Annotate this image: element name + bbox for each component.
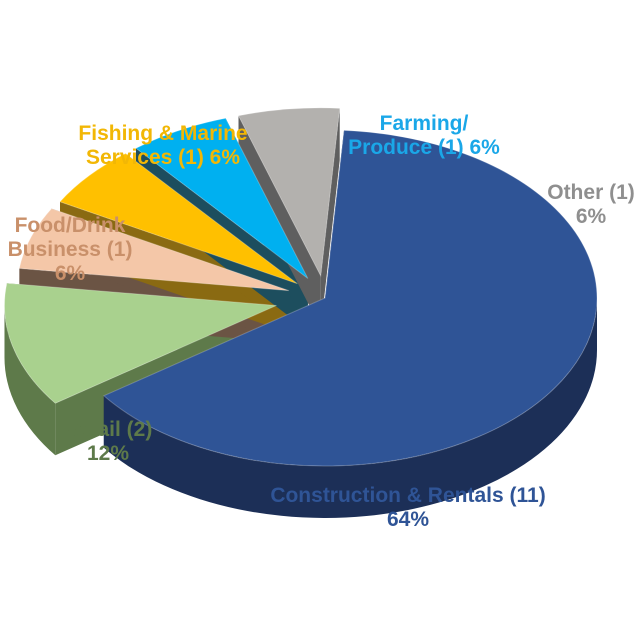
slice-other-label-line: 6% [576,205,607,228]
slice-construction-rentals-side [103,298,598,518]
slice-fishing-marine-services-label-line: Services (1) 6% [86,146,240,169]
slice-retail-top [4,282,277,404]
slice-tops [4,107,598,467]
slice-retail-label-line: Retail (2) [64,418,153,441]
slice-retail-label: Retail (2) 12% [64,418,153,465]
slice-construction-rentals-top [102,129,598,467]
slice-construction-rentals-label-line: 64% [387,508,429,531]
slice-farming-produce-label-line: Produce (1) 6% [348,136,500,159]
slice-retail-side [4,305,56,456]
slice-labels: Construction & Rentals (11) 64% Retail (2)… [8,112,635,531]
slice-construction-rentals-label: Construction & Rentals (11) 64% [270,484,545,531]
slice-fishing-marine-services-label-line: Fishing & Marine [78,122,247,145]
slice-other-wall-end [320,108,340,328]
slice-farming-produce-label-line: Farming/ [380,112,469,135]
slice-retail-label-line: 12% [87,442,129,465]
slice-other-wall-start [238,115,321,328]
slice-food-drink-business-label-line: Business (1) [8,238,133,261]
slice-farming-produce-label: Farming/Produce (1) 6% [348,112,500,159]
slice-construction-rentals-label-line: Construction & Rentals (11) [270,484,545,507]
slice-food-drink-business-label-line: 6% [55,262,86,285]
slice-food-drink-business-label-line: Food/Drink [15,214,126,237]
slice-food-drink-business-label: Food/Drink Business (1) 6% [8,214,133,285]
slice-other-top [237,107,341,278]
slice-farming-produce-top [135,117,309,279]
slice-fishing-marine-services-top [59,152,298,285]
slice-food-drink-business-top [18,208,290,292]
slice-other-label: Other (1) 6% [547,181,635,228]
slice-other-label-line: Other (1) [547,181,635,204]
slice-fishing-marine-services-label: Fishing & Marine Services (1) 6% [78,122,247,169]
